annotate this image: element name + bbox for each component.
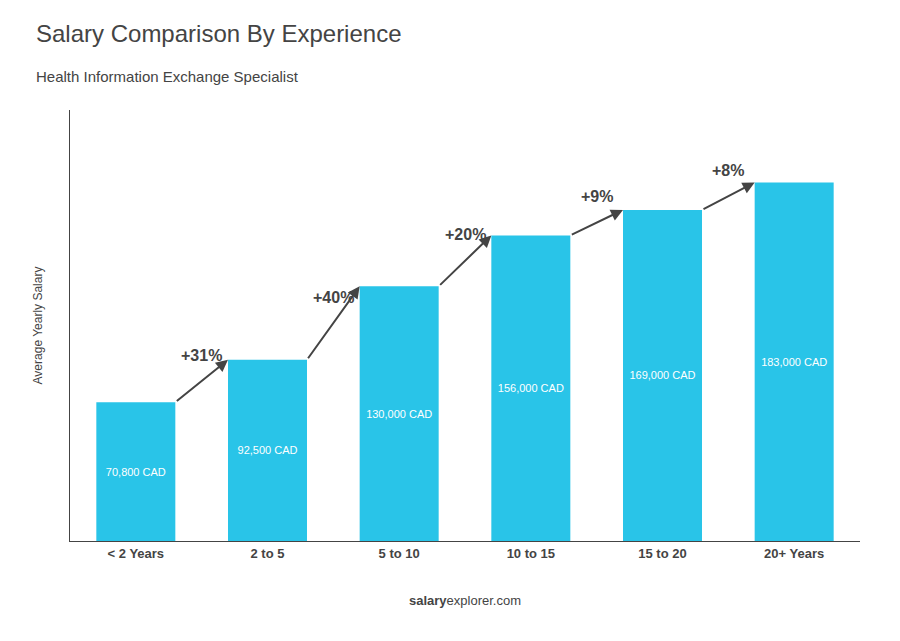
svg-text:5 to 10: 5 to 10 <box>379 546 420 561</box>
svg-text:+8%: +8% <box>712 162 744 179</box>
svg-text:+31%: +31% <box>181 347 222 364</box>
svg-text:Health Information Exchange Sp: Health Information Exchange Specialist <box>36 68 299 85</box>
svg-text:+9%: +9% <box>581 188 613 205</box>
svg-text:130,000 CAD: 130,000 CAD <box>366 408 432 420</box>
svg-text:salaryexplorer.com: salaryexplorer.com <box>409 593 521 608</box>
svg-text:Salary Comparison By Experienc: Salary Comparison By Experience <box>36 20 402 47</box>
svg-text:156,000 CAD: 156,000 CAD <box>498 382 564 394</box>
svg-text:Average Yearly Salary: Average Yearly Salary <box>31 267 45 385</box>
svg-text:183,000 CAD: 183,000 CAD <box>761 356 827 368</box>
svg-text:+20%: +20% <box>445 226 486 243</box>
svg-text:169,000 CAD: 169,000 CAD <box>629 369 695 381</box>
svg-text:+40%: +40% <box>313 289 354 306</box>
svg-text:15 to 20: 15 to 20 <box>638 546 686 561</box>
svg-text:20+ Years: 20+ Years <box>764 546 824 561</box>
svg-text:70,800 CAD: 70,800 CAD <box>106 466 166 478</box>
svg-text:< 2 Years: < 2 Years <box>108 546 165 561</box>
svg-text:10 to 15: 10 to 15 <box>507 546 555 561</box>
svg-text:92,500 CAD: 92,500 CAD <box>238 444 298 456</box>
svg-text:2 to 5: 2 to 5 <box>251 546 285 561</box>
